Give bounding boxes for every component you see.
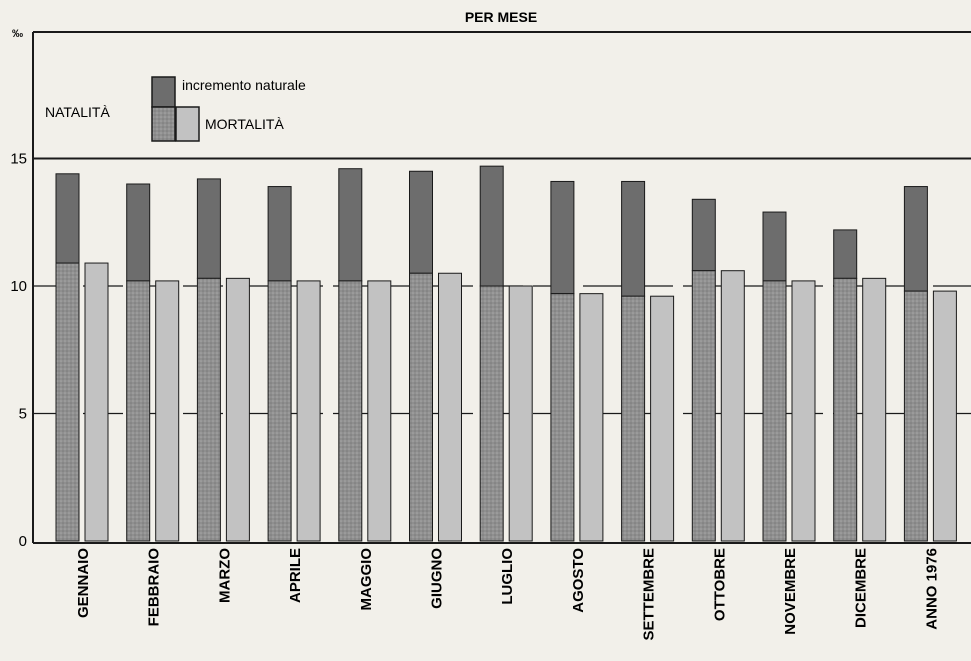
bar-mortalita (438, 272, 462, 542)
y-tick-label: 15 (10, 151, 27, 168)
legend-swatch-mortalita (175, 106, 200, 142)
bar-natalita-incremento (338, 168, 363, 282)
bar-natalita-base (903, 290, 928, 542)
bar-natalita-incremento (479, 165, 504, 287)
bar-natalita-incremento (409, 170, 433, 274)
bars (55, 165, 957, 542)
bar-mortalita (367, 280, 392, 542)
legend-swatch-natalita (151, 106, 176, 142)
bar-natalita-incremento (762, 211, 787, 282)
legend-label-incremento: incremento naturale (182, 77, 306, 93)
bar-mortalita (508, 285, 533, 542)
x-category-label: FEBBRAIO (146, 548, 163, 627)
bar-natalita-base (762, 280, 787, 542)
bar-natalita-incremento (621, 180, 646, 297)
x-category-label: ANNO 1976 (923, 548, 940, 630)
bar-mortalita (84, 262, 109, 542)
bar-natalita-base (691, 270, 716, 542)
x-category-label: MAGGIO (358, 548, 375, 611)
bar-mortalita (225, 277, 250, 542)
bar-mortalita (650, 295, 675, 542)
bar-mortalita (579, 293, 604, 542)
legend-label-mortalita: MORTALITÀ (205, 116, 284, 132)
bar-natalita-incremento (196, 178, 221, 279)
bar-mortalita (296, 280, 321, 542)
bar-natalita-base (338, 280, 363, 542)
y-axis-unit: ‰ (12, 28, 23, 40)
bar-natalita-incremento (903, 186, 928, 292)
bar-natalita-base (196, 277, 221, 542)
x-category-label: MARZO (216, 548, 233, 603)
bar-natalita-base (267, 280, 292, 542)
bar-natalita-incremento (126, 183, 151, 282)
x-category-label: AGOSTO (570, 548, 587, 613)
x-axis-labels: GENNAIO FEBBRAIO MARZO APRILE MAGGIO GIUGNO LU… (75, 548, 940, 641)
bar-natalita-incremento (691, 198, 716, 272)
bar-natalita-base (126, 280, 151, 542)
chart-title: PER MESE (465, 9, 537, 25)
y-tick-label: 10 (10, 278, 27, 295)
x-category-label: APRILE (287, 548, 304, 603)
x-category-label: OTTOBRE (711, 548, 728, 621)
bar-natalita-base (409, 272, 433, 542)
legend-swatch-incremento (151, 76, 176, 108)
legend-label-natalita: NATALITÀ (45, 104, 110, 120)
bar-mortalita (155, 280, 180, 542)
x-category-label: GIUGNO (429, 548, 446, 609)
x-category-label: GENNAIO (75, 548, 92, 618)
bar-natalita-base (55, 262, 80, 542)
bar-mortalita (720, 270, 745, 542)
bar-mortalita (932, 290, 957, 542)
bar-natalita-incremento (267, 186, 292, 282)
bar-mortalita (862, 277, 887, 542)
legend: incremento naturale NATALITÀ MORTALITÀ (45, 76, 306, 142)
x-category-label: LUGLIO (499, 548, 516, 605)
y-tick-label: 5 (19, 406, 27, 423)
bar-natalita-incremento (833, 229, 858, 279)
x-category-label: SETTEMBRE (641, 548, 658, 641)
x-category-label: NOVEMBRE (782, 548, 799, 635)
bar-natalita-incremento (55, 173, 80, 264)
bar-natalita-base (550, 293, 575, 542)
x-category-label: DICEMBRE (853, 548, 870, 628)
bar-natalita-base (621, 295, 646, 542)
bar-mortalita (791, 280, 816, 542)
bar-natalita-base (833, 277, 858, 542)
bar-natalita-incremento (550, 180, 575, 295)
y-axis-ticks: 0 5 10 15 (10, 151, 27, 551)
y-tick-label: 0 (19, 533, 27, 550)
bar-natalita-base (479, 285, 504, 542)
